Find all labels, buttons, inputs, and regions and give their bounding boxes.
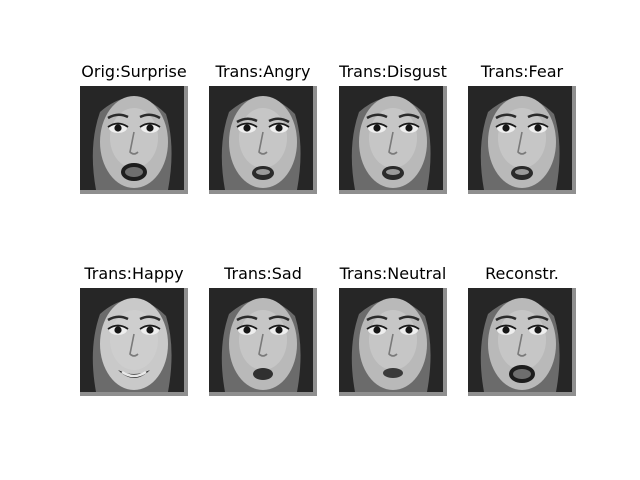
panel-title: Reconstr. — [485, 264, 559, 283]
face-image — [468, 86, 576, 194]
face-image — [339, 86, 447, 194]
panel-title: Trans:Sad — [224, 264, 302, 283]
panel-title: Trans:Happy — [84, 264, 184, 283]
face-drawing — [80, 86, 188, 194]
face-image — [80, 86, 188, 194]
panel-title: Trans:Neutral — [339, 264, 447, 283]
face-image — [209, 86, 317, 194]
face-drawing — [468, 86, 576, 194]
panel-title: Orig:Surprise — [81, 62, 187, 81]
face-drawing — [80, 288, 188, 396]
face-drawing — [339, 288, 447, 396]
face-image — [468, 288, 576, 396]
face-drawing — [209, 86, 317, 194]
face-drawing — [209, 288, 317, 396]
face-image — [80, 288, 188, 396]
face-drawing — [339, 86, 447, 194]
panel-title: Trans:Disgust — [339, 62, 447, 81]
face-image — [209, 288, 317, 396]
face-drawing — [468, 288, 576, 396]
panel-title: Trans:Angry — [215, 62, 311, 81]
panel-title: Trans:Fear — [480, 62, 564, 81]
face-image — [339, 288, 447, 396]
